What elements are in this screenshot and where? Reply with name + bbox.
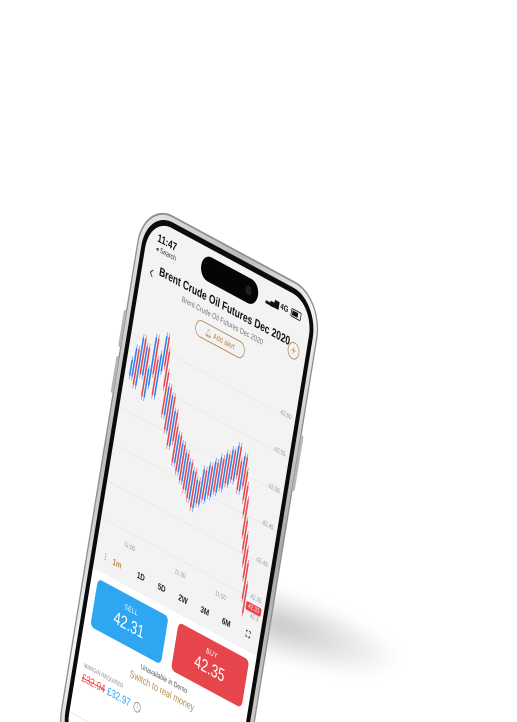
grid-line [125,369,290,459]
candle-bar [178,444,186,481]
candle-bar [236,460,243,491]
candle-bar [173,434,180,464]
candle-bar [238,455,246,492]
candle-bar [172,412,179,442]
candle-bar [218,458,225,488]
period-1m[interactable]: ⫶ 1m [98,547,127,575]
candle-bar [129,359,133,376]
candle-bar [242,471,249,501]
candle-bar [188,470,195,500]
candle-bar [184,461,191,491]
candle-bar [161,372,170,415]
candle-bar [241,499,249,536]
period-2w[interactable]: 2W [177,591,189,607]
grid-line [113,443,278,533]
candle-bar [242,534,249,565]
candle-bar [207,466,214,496]
candle-bar [132,348,140,385]
candle-bar [153,353,163,397]
candle-bar [139,338,147,375]
candle-bar [230,450,237,480]
candle-bar [226,449,234,486]
grid-line [119,406,284,496]
fullscreen-button[interactable]: ⛶ [240,624,257,646]
candle-bar [192,479,199,509]
period-1d[interactable]: 1D [136,569,146,584]
candle-bar [242,549,249,579]
candle-bar [141,347,151,397]
grid-line [131,332,296,422]
candle-bar [163,387,173,430]
candle-bar [175,435,183,472]
candle-bar [212,462,219,492]
candle-bar [177,443,184,473]
period-3m[interactable]: 3M [199,603,210,619]
candle-bar [166,396,176,446]
status-bar: 11:47 ◂ Search [155,231,178,263]
candle-bar [181,452,188,482]
candle-bar [131,347,138,378]
candle-bar [168,410,176,447]
add-alert-label: Add alert [212,330,236,352]
y-tick-label: 42.40 [255,556,268,569]
candle-bar [163,386,170,416]
period-6m[interactable]: 6M [221,615,232,631]
candle-bar [242,485,249,515]
candle-bar [163,351,171,388]
candle-bar [215,457,223,494]
candle-bar [147,337,158,386]
candle-bar [241,520,249,550]
candle-bar [160,335,168,372]
candle-bar [209,461,217,497]
y-tick-label: 42.55 [273,445,286,459]
screen: 11:47 ◂ Search ▂▄▆ 4G ‹ Brent Crude Oil … [64,216,315,722]
candle-bar [232,445,240,482]
candle-bar [135,337,145,387]
candle-bar [242,456,249,487]
battery-icon [290,307,302,322]
price-chart[interactable] [98,308,299,626]
candle-bar [236,446,243,476]
candle-bar [143,368,150,398]
candle-bar [224,454,231,484]
signal-indicator: ▂▄▆ 4G [265,293,302,322]
y-tick-label: 42.50 [267,482,280,496]
grid-line [101,516,266,606]
candle-bar [171,426,179,463]
candle-bar [221,453,229,490]
candle-bar [182,453,190,490]
candle-bar [189,471,197,508]
candle-bar [197,469,206,505]
plus-circle-icon: + [290,342,298,359]
candle-bar [186,462,194,499]
candle-bar [151,359,159,396]
y-tick-label: 42.45 [261,519,274,532]
signal-bars-icon: ▂▄▆ [265,293,280,310]
candle-bar [203,465,211,501]
candle-bar [195,480,201,504]
grid-line [107,480,272,570]
candle-bar [166,395,174,432]
candle-bar [241,563,249,600]
candle-bar [152,338,160,375]
candle-bar [241,584,248,614]
candle-bar [201,470,208,500]
phone: 11:47 ◂ Search ▂▄▆ 4G ‹ Brent Crude Oil … [54,200,325,722]
expand-icon: ⛶ [245,628,252,641]
network-label: 4G [279,301,289,315]
tab-trade[interactable]: Trade [66,714,100,722]
period-5d[interactable]: 5D [156,580,167,595]
candle-bar [141,346,148,376]
y-tick-label: 42.60 [279,409,292,422]
candle-bar [163,337,171,367]
info-icon[interactable]: i [132,700,142,715]
